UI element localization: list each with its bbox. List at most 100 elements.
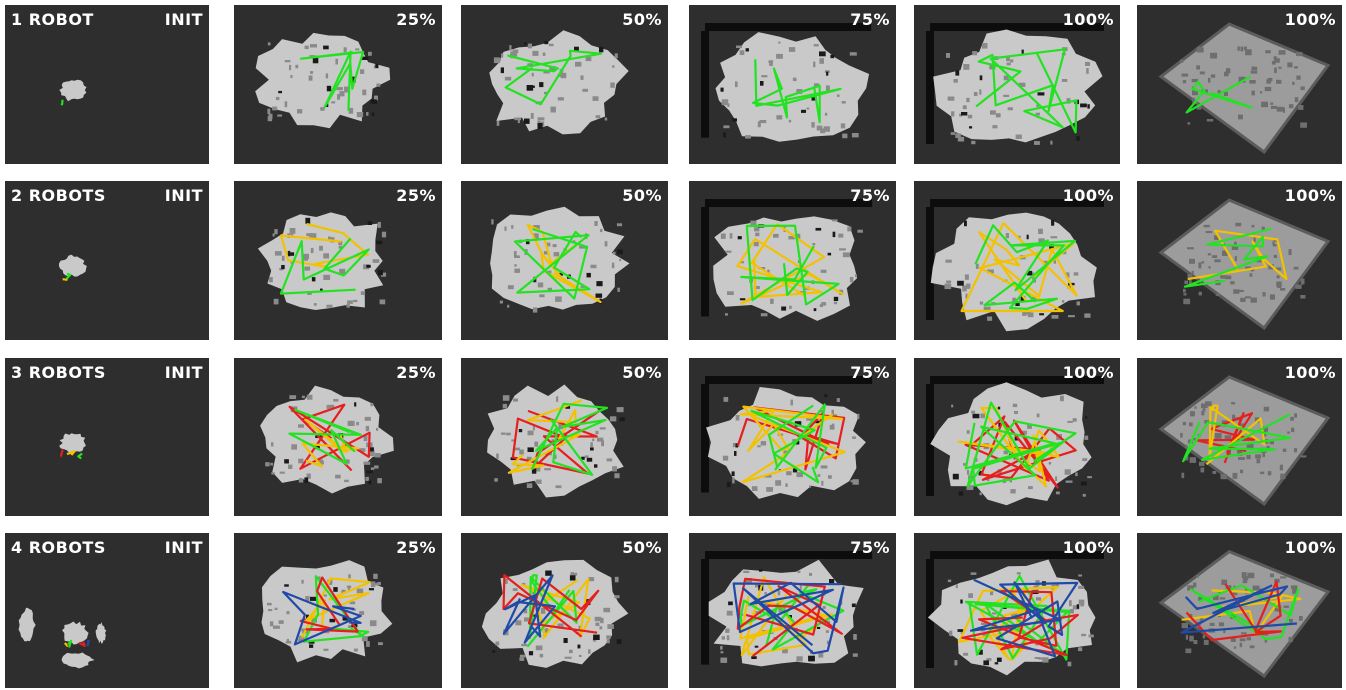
map-detail — [1288, 249, 1292, 256]
map-detail — [829, 424, 835, 430]
map-detail — [820, 269, 827, 273]
map-detail — [760, 313, 768, 317]
map-detail — [1078, 647, 1083, 652]
map-detail — [543, 70, 550, 74]
map-detail — [857, 413, 860, 420]
map-detail — [514, 255, 520, 258]
map-detail — [1300, 278, 1305, 285]
map-detail — [1288, 636, 1293, 642]
map-detail — [816, 626, 821, 629]
map-detail — [1224, 435, 1232, 439]
wall-top — [930, 376, 1104, 384]
map-detail — [532, 50, 539, 56]
map-detail — [535, 645, 543, 651]
map-detail — [496, 120, 500, 126]
map-detail — [548, 43, 554, 47]
map-detail — [527, 447, 534, 452]
map-detail — [809, 485, 812, 488]
map-detail — [533, 225, 540, 230]
map-detail — [1290, 416, 1294, 421]
init-label: INIT — [164, 363, 203, 382]
map-detail — [1206, 119, 1214, 122]
map-detail — [494, 478, 498, 482]
map-detail — [966, 485, 974, 490]
map-detail — [1220, 275, 1227, 279]
map-detail — [955, 133, 961, 138]
map-detail — [1230, 281, 1235, 285]
map-detail — [1213, 595, 1219, 601]
map-detail — [350, 76, 356, 83]
map-detail — [1185, 648, 1192, 654]
map-detail — [1026, 234, 1029, 240]
map-detail — [288, 464, 293, 469]
map-detail — [578, 625, 581, 630]
map-detail — [586, 457, 593, 462]
map-detail — [1082, 493, 1086, 497]
map-detail — [1043, 260, 1050, 265]
map-detail — [820, 128, 826, 134]
map-detail — [998, 422, 1002, 428]
map-detail — [306, 614, 309, 619]
map-detail — [1244, 576, 1249, 581]
map-detail — [310, 596, 317, 601]
map-detail — [366, 470, 373, 473]
trajectory-red — [961, 589, 1079, 657]
trajectory-3d-yellow — [1187, 229, 1288, 281]
map-detail — [1205, 231, 1213, 234]
map-detail — [726, 610, 733, 616]
map-detail — [751, 656, 757, 659]
map-detail — [1179, 59, 1184, 63]
map-detail — [289, 228, 296, 234]
map-detail — [811, 122, 815, 128]
progress-label: 75% — [850, 186, 890, 205]
map-detail — [745, 578, 753, 584]
map-panel: 50% — [461, 533, 668, 688]
map-detail — [975, 263, 979, 269]
map-detail — [819, 51, 826, 57]
map-render — [701, 23, 872, 142]
map-detail — [946, 280, 952, 284]
map-detail — [519, 654, 526, 658]
map-detail — [356, 422, 359, 426]
map-detail — [785, 483, 788, 487]
map-detail — [271, 472, 275, 475]
map-detail — [1028, 486, 1033, 490]
map-detail — [1267, 471, 1272, 476]
map-detail — [1231, 402, 1236, 405]
map-detail — [269, 621, 274, 627]
map-detail — [1003, 75, 1009, 81]
map-detail — [1207, 253, 1212, 256]
map-detail — [1230, 637, 1236, 642]
map-detail — [757, 445, 761, 448]
map-detail — [1068, 315, 1075, 318]
map-detail — [1260, 91, 1263, 94]
map-detail — [739, 261, 745, 264]
map-render — [255, 32, 391, 129]
map-panel: 75% — [689, 5, 896, 164]
map-detail — [504, 226, 507, 231]
map-detail — [320, 107, 325, 111]
map-detail — [767, 269, 770, 274]
map-detail — [331, 101, 336, 104]
init-label: INIT — [164, 186, 203, 205]
map-detail — [1292, 81, 1295, 85]
map-detail — [523, 608, 528, 614]
map-detail — [1060, 395, 1064, 402]
map-detail — [544, 41, 549, 45]
map-detail — [304, 45, 309, 50]
map-detail — [775, 480, 782, 486]
map-detail — [836, 94, 840, 97]
map-panel: 75% — [689, 533, 896, 688]
map-detail — [970, 572, 977, 575]
map-detail — [592, 96, 599, 101]
map-detail — [1276, 275, 1280, 279]
explored-map — [255, 32, 391, 129]
map-detail — [1264, 638, 1268, 643]
map-detail — [609, 416, 617, 422]
map-detail — [729, 233, 733, 239]
map-3d-view — [1158, 22, 1331, 155]
map-detail — [773, 233, 779, 238]
map-detail — [1026, 270, 1033, 276]
map-detail — [492, 650, 496, 653]
map-detail — [374, 95, 378, 101]
